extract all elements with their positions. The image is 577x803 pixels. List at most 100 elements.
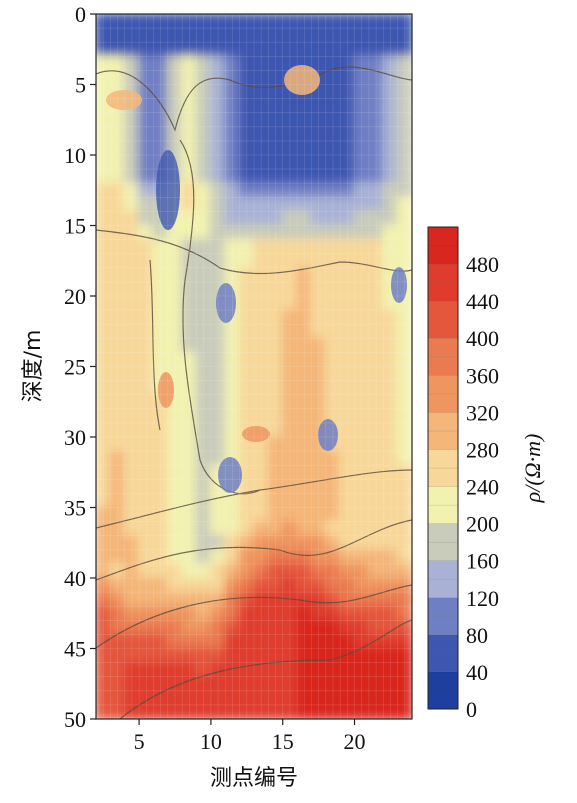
heatmap-cell <box>181 506 198 523</box>
heatmap-cell <box>152 83 169 100</box>
heatmap-cell <box>138 689 155 706</box>
heatmap-cell <box>96 661 112 678</box>
heatmap-cell <box>224 619 241 636</box>
heatmap-cell <box>310 295 327 312</box>
heatmap-cell <box>109 407 126 424</box>
heatmap-cell <box>353 436 370 453</box>
colorbar-tick-label: 0 <box>466 697 477 722</box>
heatmap-cell <box>296 407 313 424</box>
heatmap-cell <box>324 210 342 227</box>
contour-line <box>119 619 412 719</box>
heatmap-cell <box>367 210 385 227</box>
heatmap-cell <box>281 661 299 678</box>
heatmap-cell <box>152 703 169 719</box>
heatmap-cell <box>324 633 342 650</box>
heatmap-cell <box>382 351 399 368</box>
heatmap-cell <box>123 647 141 664</box>
heatmap-cell <box>396 450 412 467</box>
heatmap-cell <box>324 14 342 30</box>
heatmap-cell <box>138 421 155 438</box>
heatmap-cell <box>367 492 385 509</box>
heatmap-cell <box>296 323 313 340</box>
heatmap-cell <box>123 534 141 551</box>
heatmap-cell <box>209 577 227 594</box>
heatmap-cell <box>281 111 299 128</box>
heatmap-cell <box>281 41 299 58</box>
heatmap-cell <box>296 379 313 396</box>
colorbar-segment <box>427 430 459 450</box>
x-axis-title: 测点编号 <box>210 766 298 791</box>
heatmap-cell <box>267 238 284 255</box>
heatmap-cell <box>166 252 184 269</box>
heatmap-cell <box>195 309 212 326</box>
heatmap-cell <box>396 478 412 495</box>
heatmap-cell <box>238 464 255 481</box>
heatmap-cell <box>339 83 356 100</box>
heatmap-cell <box>310 41 327 58</box>
heatmap-cell <box>296 97 313 114</box>
heatmap-cell <box>195 661 212 678</box>
heatmap-cell <box>382 492 399 509</box>
heatmap-cell <box>339 506 356 523</box>
heatmap-cell <box>310 577 327 594</box>
heatmap-cell <box>138 647 155 664</box>
heatmap-cell <box>296 182 313 199</box>
heatmap-cell <box>396 562 412 579</box>
heatmap-cell <box>353 323 370 340</box>
heatmap-cell <box>310 534 327 551</box>
heatmap-cell <box>123 464 141 481</box>
heatmap-cell <box>138 111 155 128</box>
heatmap-cell <box>367 252 385 269</box>
heatmap-cell <box>382 689 399 706</box>
colorbar-segment <box>427 467 459 487</box>
colorbar-segment <box>427 412 459 432</box>
heatmap-cell <box>339 238 356 255</box>
heatmap-cell <box>152 591 169 608</box>
colorbar-segment <box>427 578 459 599</box>
heatmap-cell <box>238 506 255 523</box>
colorbar-segment <box>427 263 459 283</box>
heatmap-cell <box>224 238 241 255</box>
heatmap-cell <box>209 182 227 199</box>
heatmap-cell <box>224 407 241 424</box>
heatmap-cell <box>296 506 313 523</box>
heatmap-cell <box>181 591 198 608</box>
heatmap-cell <box>96 492 112 509</box>
heatmap-cell <box>138 182 155 199</box>
heatmap-cell <box>152 351 169 368</box>
heatmap-cell <box>353 139 370 156</box>
heatmap-cell <box>310 97 327 114</box>
heatmap-cell <box>224 577 241 594</box>
heatmap-cell <box>367 182 385 199</box>
heatmap-cell <box>324 351 342 368</box>
heatmap-cell <box>339 280 356 297</box>
heatmap-cell <box>281 464 299 481</box>
heatmap-cell <box>138 520 155 537</box>
heatmap-cell <box>96 548 112 565</box>
heatmap-cell <box>339 703 356 719</box>
y-axis-title: 深度/m <box>21 330 46 403</box>
heatmap-cell <box>367 478 385 495</box>
heatmap-cell <box>281 407 299 424</box>
heatmap-cell <box>195 562 212 579</box>
heatmap-cell <box>152 548 169 565</box>
heatmap-cell <box>310 351 327 368</box>
heatmap-cell <box>96 55 112 72</box>
heatmap-cell <box>310 520 327 537</box>
heatmap-cell <box>396 323 412 340</box>
heatmap-cell <box>195 55 212 72</box>
heatmap-cell <box>353 309 370 326</box>
heatmap-cell <box>166 55 184 72</box>
heatmap-cell <box>238 69 255 86</box>
heatmap-cell <box>367 27 385 44</box>
heatmap-cell <box>353 295 370 312</box>
heatmap-cell <box>310 393 327 410</box>
heatmap-cell <box>367 548 385 565</box>
heatmap-cell <box>209 675 227 692</box>
heatmap-cell <box>310 125 327 142</box>
heatmap-cell <box>281 351 299 368</box>
heatmap-cell <box>396 534 412 551</box>
heatmap-cell <box>353 492 370 509</box>
heatmap-cell <box>195 111 212 128</box>
heatmap-cell <box>310 27 327 44</box>
